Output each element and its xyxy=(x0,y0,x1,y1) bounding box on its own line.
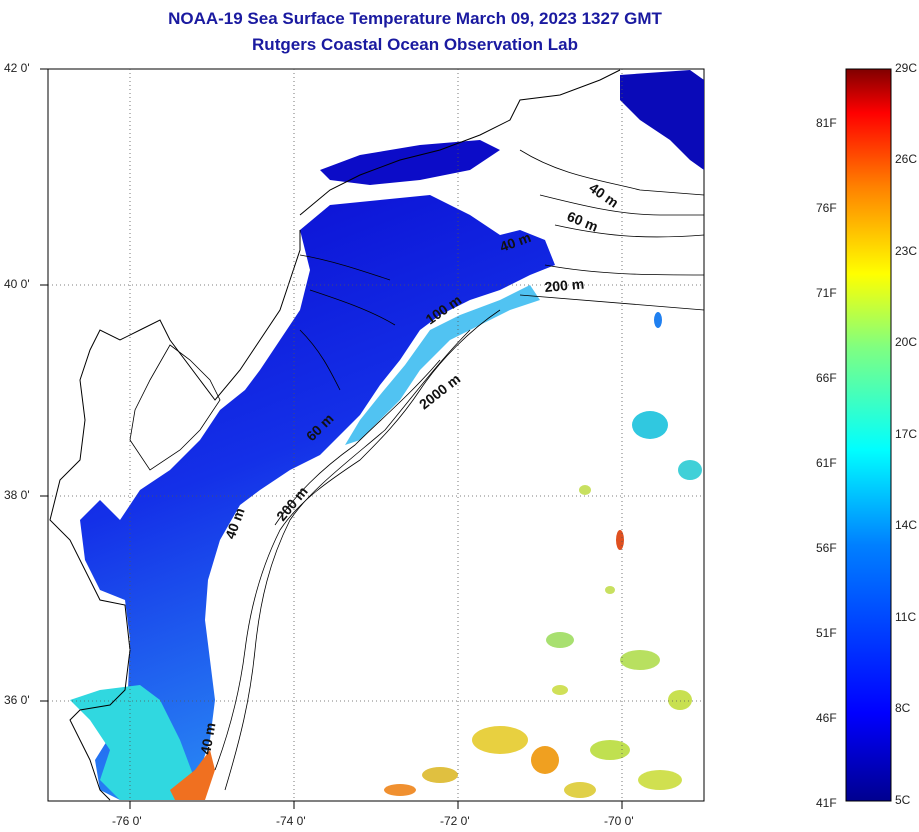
lon-label-74: -74 0' xyxy=(276,814,306,828)
lon-label-72: -72 0' xyxy=(440,814,470,828)
cb-f-56: 56F xyxy=(816,541,837,555)
gulf-maine-water xyxy=(620,70,704,170)
cb-c-29: 29C xyxy=(895,61,918,75)
cb-c-5: 5C xyxy=(895,793,911,807)
map-title: NOAA-19 Sea Surface Temperature March 09… xyxy=(168,9,662,28)
lat-label-36: 36 0' xyxy=(4,693,30,707)
cb-c-26: 26C xyxy=(895,152,918,166)
contour-label: 200 m xyxy=(544,276,585,295)
contour-label: 40 m xyxy=(197,721,218,755)
cb-f-81: 81F xyxy=(816,116,837,130)
mainland-coastline xyxy=(49,230,301,801)
cb-f-71: 71F xyxy=(816,286,837,300)
lon-label-70: -70 0' xyxy=(604,814,634,828)
lat-label-40: 40 0' xyxy=(4,277,30,291)
north-coastline xyxy=(299,69,621,216)
lat-label-38: 38 0' xyxy=(4,488,30,502)
cb-f-66: 66F xyxy=(816,371,837,385)
cb-f-41: 41F xyxy=(816,796,837,810)
map-subtitle: Rutgers Coastal Ocean Observation Lab xyxy=(252,35,578,54)
warm-coastal-water xyxy=(170,750,215,800)
cb-c-14: 14C xyxy=(895,518,918,532)
cb-f-61: 61F xyxy=(816,456,837,470)
bathymetry-contours xyxy=(214,149,704,791)
graticule xyxy=(48,69,704,801)
cb-c-23: 23C xyxy=(895,244,918,258)
cb-c-20: 20C xyxy=(895,335,918,349)
cb-c-8: 8C xyxy=(895,701,911,715)
cb-f-76: 76F xyxy=(816,201,837,215)
colorbar xyxy=(845,68,892,802)
shelf-water xyxy=(80,195,555,800)
lat-label-42: 42 0' xyxy=(4,61,30,75)
cb-f-51: 51F xyxy=(816,626,837,640)
cb-f-46: 46F xyxy=(816,711,837,725)
cb-c-11: 11C xyxy=(895,610,917,624)
shelf-break-water xyxy=(345,285,540,445)
frame-ticks xyxy=(40,68,623,809)
sound-water xyxy=(320,140,500,185)
cb-c-17: 17C xyxy=(895,427,918,441)
lon-label-76: -76 0' xyxy=(112,814,142,828)
sound-lagoon-water xyxy=(70,685,195,800)
